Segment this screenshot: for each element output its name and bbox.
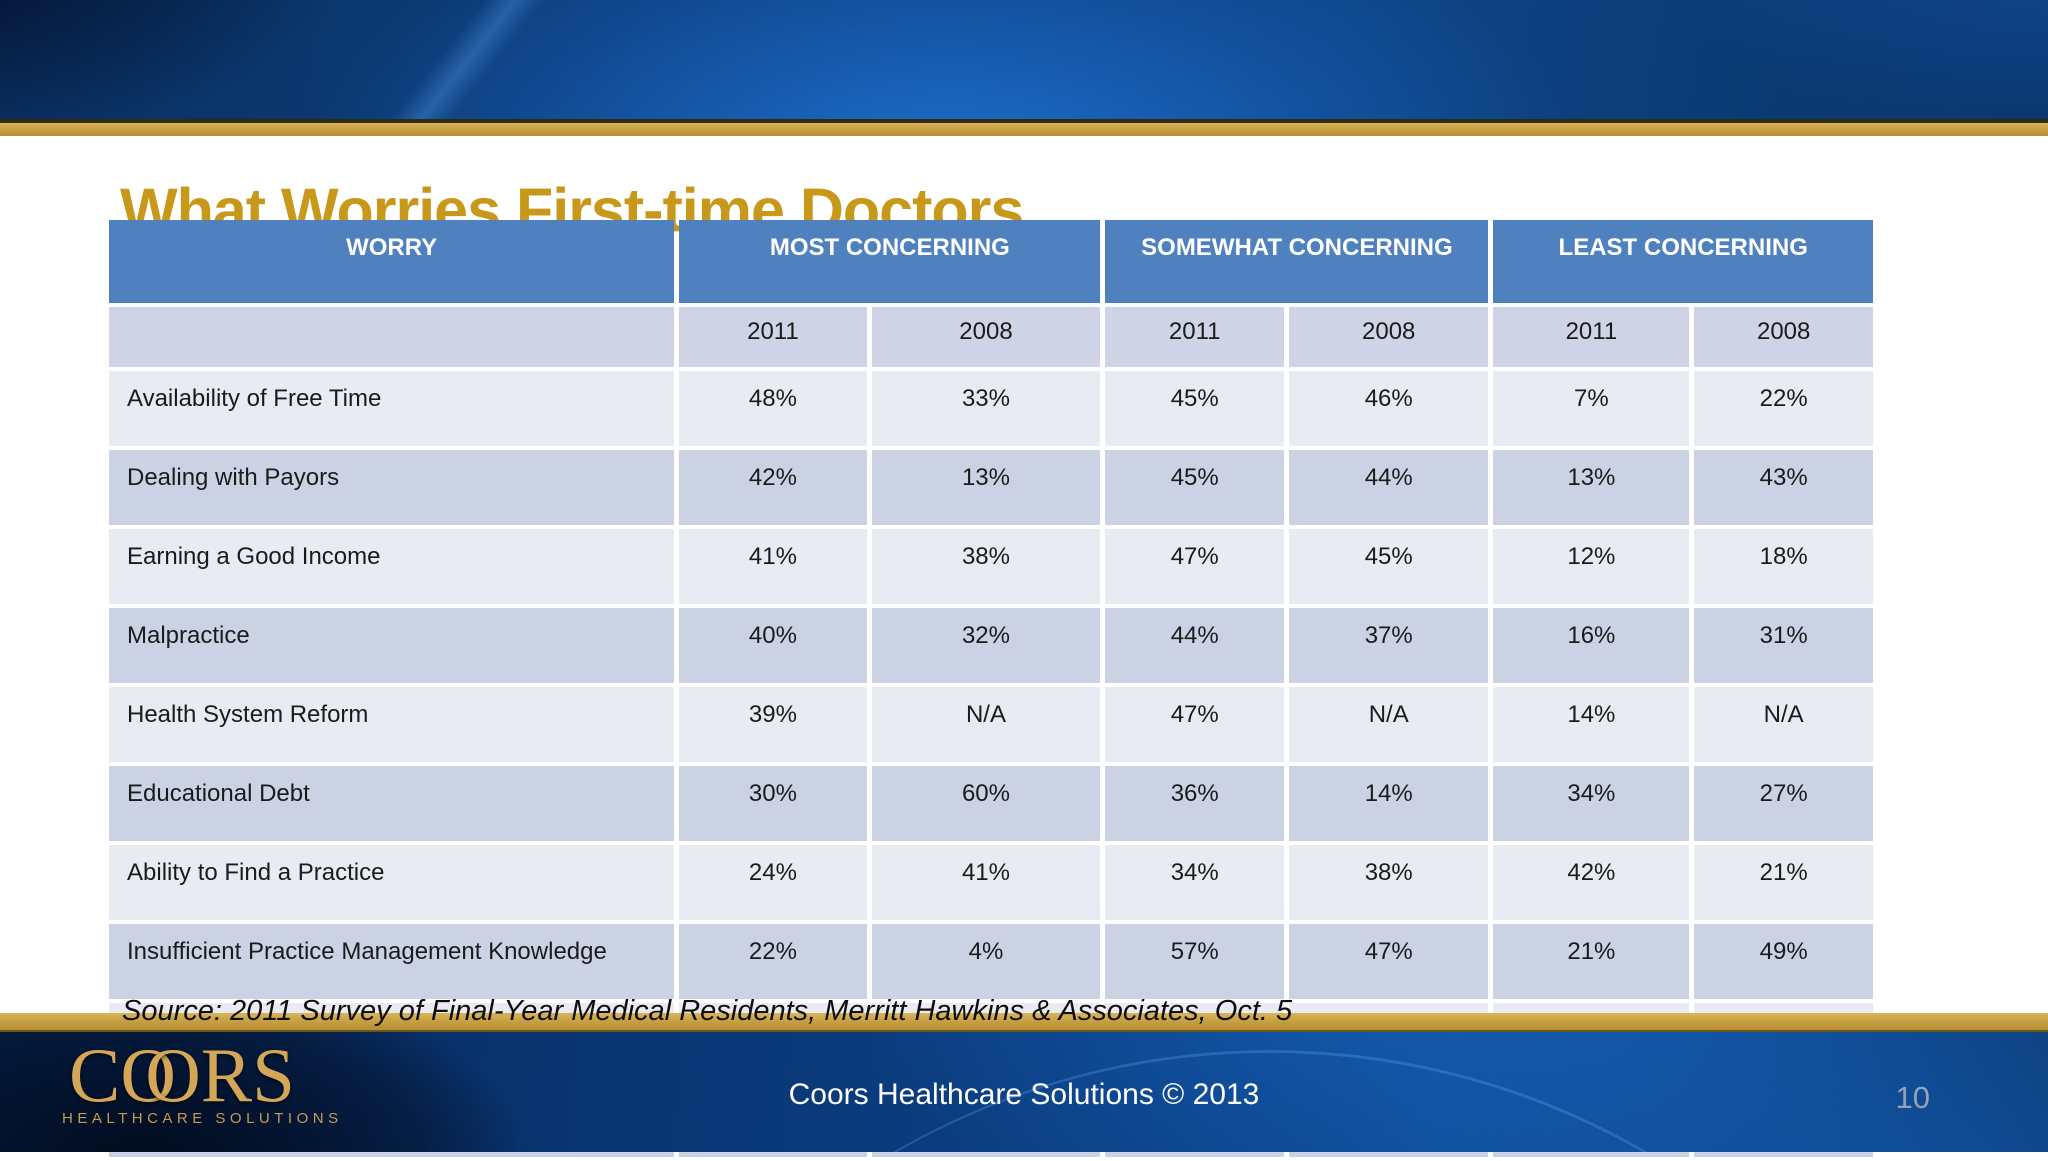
value-cell: 21% xyxy=(1493,924,1690,999)
value-cell: 39% xyxy=(679,687,867,762)
value-cell: 38% xyxy=(871,529,1101,604)
value-cell: 36% xyxy=(1105,766,1285,841)
value-cell: 47% xyxy=(1289,924,1489,999)
source-note: Source: 2011 Survey of Final-Year Medica… xyxy=(122,995,1293,1027)
year-header-blank-cell xyxy=(109,307,675,367)
logo-word: COORS xyxy=(62,1032,302,1118)
table-row: Insufficient Practice Management Knowled… xyxy=(109,924,1873,999)
value-cell: 32% xyxy=(871,608,1101,683)
value-cell: 21% xyxy=(1694,845,1873,920)
value-cell: 31% xyxy=(1694,608,1873,683)
value-cell: 34% xyxy=(1105,845,1285,920)
value-cell: 34% xyxy=(1493,766,1690,841)
footer: COORS HEALTHCARE SOLUTIONS Coors Healthc… xyxy=(0,1032,2048,1152)
value-cell: 12% xyxy=(1493,529,1690,604)
column-header: MOST CONCERNING xyxy=(679,220,1101,303)
value-cell: 14% xyxy=(1289,766,1489,841)
value-cell: 44% xyxy=(1289,450,1489,525)
value-cell: 49% xyxy=(1694,924,1873,999)
worry-cell: Health System Reform xyxy=(109,687,675,762)
value-cell: 47% xyxy=(1105,687,1285,762)
worry-cell: Ability to Find a Practice xyxy=(109,845,675,920)
value-cell: 38% xyxy=(1289,845,1489,920)
table-row: Health System Reform 39% N/A 47% N/A 14% N/A xyxy=(109,687,1873,762)
worry-cell: Educational Debt xyxy=(109,766,675,841)
table-row: Availability of Free Time 48% 33% 45% 46% 7% 2… xyxy=(109,371,1873,446)
value-cell: 16% xyxy=(1493,608,1690,683)
value-cell: 7% xyxy=(1493,371,1690,446)
value-cell: N/A xyxy=(871,687,1101,762)
value-cell: 13% xyxy=(871,450,1101,525)
value-cell: 45% xyxy=(1105,371,1285,446)
table-row: Malpractice 40% 32% 44% 37% 16% 31% xyxy=(109,608,1873,683)
value-cell: 4% xyxy=(871,924,1101,999)
value-cell: 44% xyxy=(1105,608,1285,683)
value-cell: 41% xyxy=(679,529,867,604)
gold-divider-bottom xyxy=(0,1013,2048,1032)
banner-swirl-decoration xyxy=(287,0,633,120)
table-row: Earning a Good Income 41% 38% 47% 45% 12% 18% xyxy=(109,529,1873,604)
logo-letter: S xyxy=(252,1032,295,1118)
value-cell: 30% xyxy=(679,766,867,841)
value-cell: 45% xyxy=(1105,450,1285,525)
logo-letter: R xyxy=(200,1032,253,1118)
value-cell: 60% xyxy=(871,766,1101,841)
value-cell: 24% xyxy=(679,845,867,920)
value-cell: N/A xyxy=(1289,687,1489,762)
value-cell: 42% xyxy=(1493,845,1690,920)
year-header-cell: 2011 xyxy=(1493,307,1690,367)
worry-cell: Availability of Free Time xyxy=(109,371,675,446)
value-cell: 41% xyxy=(871,845,1101,920)
table-head: WORRY MOST CONCERNING SOMEWHAT CONCERNING L… xyxy=(109,220,1873,367)
year-header-cell: 2011 xyxy=(1105,307,1285,367)
value-cell: 48% xyxy=(679,371,867,446)
value-cell: 22% xyxy=(1694,371,1873,446)
value-cell: 33% xyxy=(871,371,1101,446)
value-cell: 42% xyxy=(679,450,867,525)
year-header-row: 2011 2008 2011 2008 2011 2008 xyxy=(109,307,1873,367)
value-cell: N/A xyxy=(1694,687,1873,762)
copyright-text: Coors Healthcare Solutions © 2013 xyxy=(788,1078,1260,1111)
year-header-cell: 2011 xyxy=(679,307,867,367)
value-cell: 43% xyxy=(1694,450,1873,525)
top-banner xyxy=(0,0,2048,120)
year-header-cell: 2008 xyxy=(871,307,1101,367)
column-header: WORRY xyxy=(109,220,675,303)
page-number: 10 xyxy=(1895,1080,1930,1115)
worry-cell: Dealing with Payors xyxy=(109,450,675,525)
table-row: Ability to Find a Practice 24% 41% 34% 38% 42… xyxy=(109,845,1873,920)
value-cell: 13% xyxy=(1493,450,1690,525)
value-cell: 27% xyxy=(1694,766,1873,841)
worry-cell: Earning a Good Income xyxy=(109,529,675,604)
column-header: SOMEWHAT CONCERNING xyxy=(1105,220,1489,303)
coors-logo: COORS HEALTHCARE SOLUTIONS xyxy=(62,1032,343,1127)
year-header-cell: 2008 xyxy=(1694,307,1873,367)
value-cell: 57% xyxy=(1105,924,1285,999)
table-row: Educational Debt 30% 60% 36% 14% 34% 27% xyxy=(109,766,1873,841)
column-header: LEAST CONCERNING xyxy=(1493,220,1873,303)
worry-cell: Insufficient Practice Management Knowled… xyxy=(109,924,675,999)
worry-cell: Malpractice xyxy=(109,608,675,683)
logo-letter: O xyxy=(120,1032,176,1118)
value-cell: 22% xyxy=(679,924,867,999)
year-header-cell: 2008 xyxy=(1289,307,1489,367)
value-cell: 40% xyxy=(679,608,867,683)
gold-divider-top xyxy=(0,119,2048,136)
value-cell: 14% xyxy=(1493,687,1690,762)
value-cell: 37% xyxy=(1289,608,1489,683)
logo-letter: O xyxy=(145,1032,201,1118)
table-header-row: WORRY MOST CONCERNING SOMEWHAT CONCERNING L… xyxy=(109,220,1873,303)
value-cell: 47% xyxy=(1105,529,1285,604)
logo-subtext: HEALTHCARE SOLUTIONS xyxy=(62,1110,343,1127)
value-cell: 45% xyxy=(1289,529,1489,604)
table-row: Dealing with Payors 42% 13% 45% 44% 13% 43% xyxy=(109,450,1873,525)
logo-letter: C xyxy=(69,1032,121,1118)
value-cell: 46% xyxy=(1289,371,1489,446)
value-cell: 18% xyxy=(1694,529,1873,604)
